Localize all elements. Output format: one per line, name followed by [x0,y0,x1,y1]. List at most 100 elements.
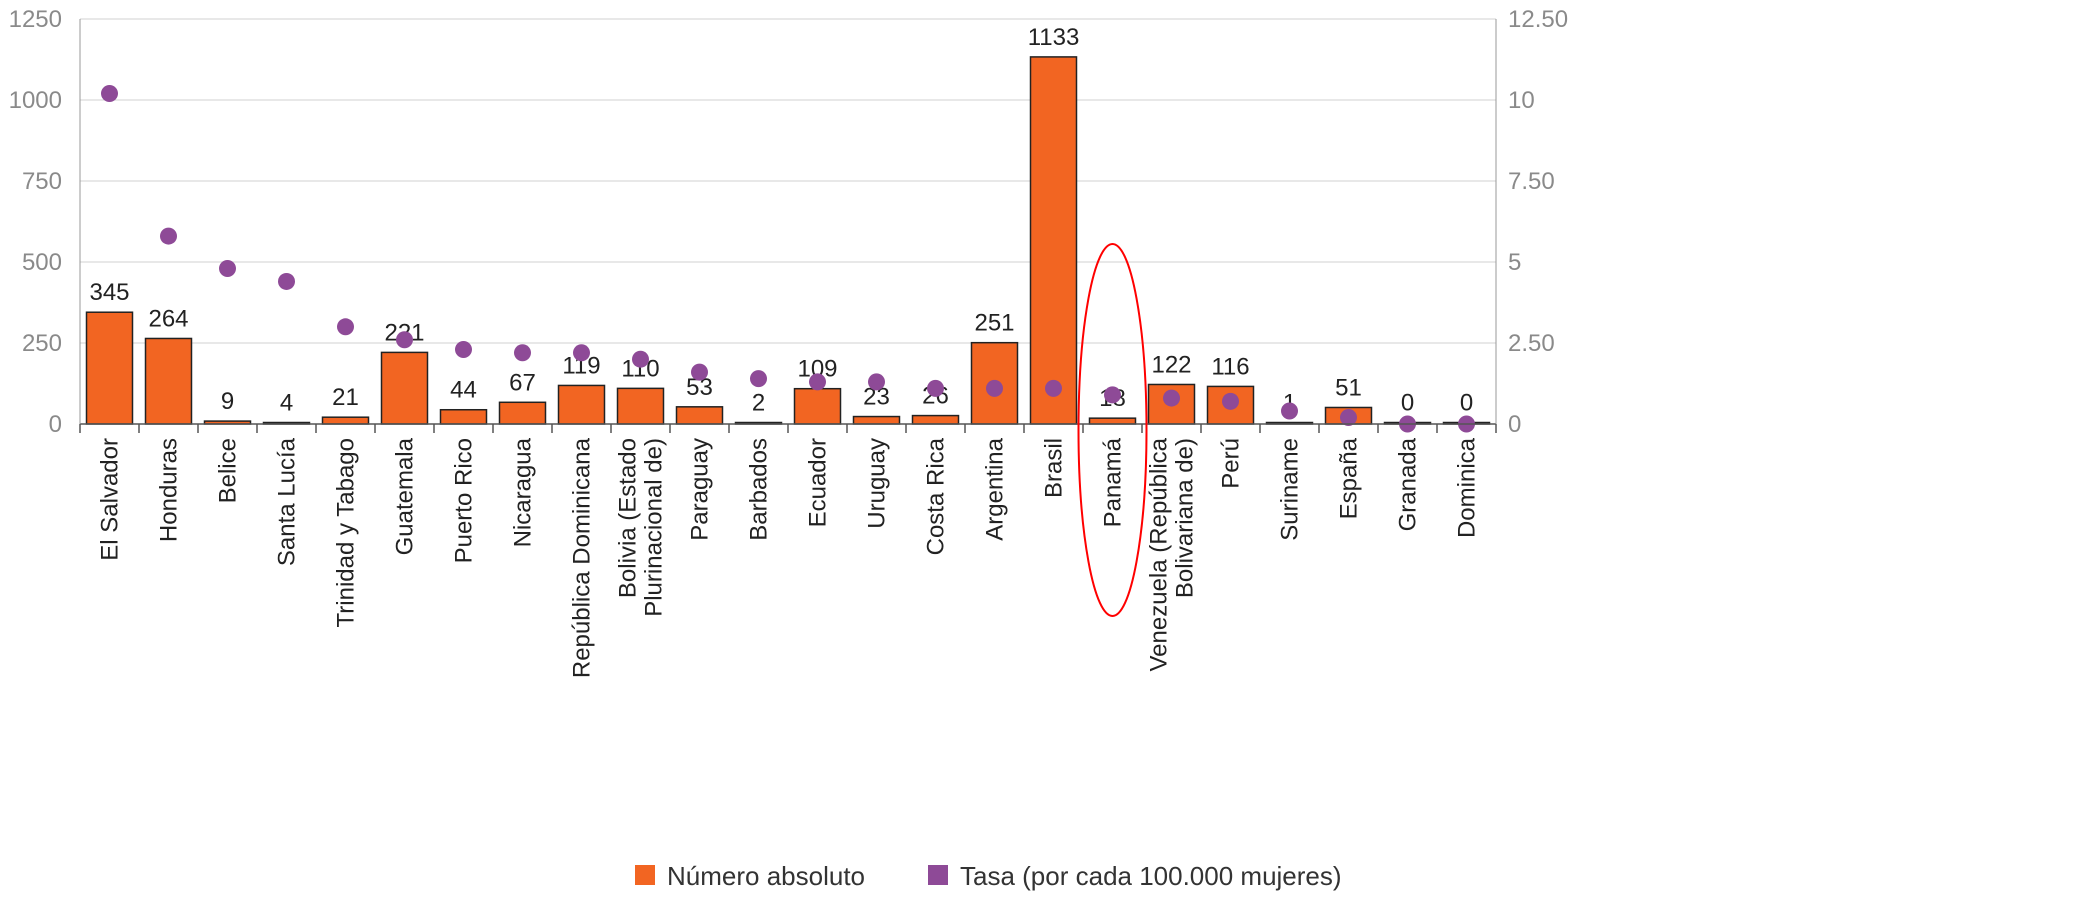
category-label-nicaragua: Nicaragua [510,437,537,547]
category-labels: El Salvador Honduras Belice Santa Lucía Trin… [97,437,1481,678]
bar-bolivia-estado-plurinacional-de [616,387,665,425]
category-label-brasil: Brasil [1041,438,1068,498]
bar-data-label: 122 [1151,351,1191,378]
point-trinidad-y-tabago [337,318,354,336]
point-suriname [1281,402,1298,420]
highlight-ellipse [1077,243,1148,617]
category-label-espana: España [1336,437,1363,519]
category-label-barbados: Barbados [746,438,773,541]
category-label-dominica: Dominica [1454,437,1481,538]
scatter-series [101,85,1475,433]
point-ecuador [809,373,826,391]
point-el-salvador [101,85,118,103]
point-venezuela-republica-bolivariana-de [1163,389,1180,407]
category-label-suriname: Suriname [1277,438,1304,541]
legend-label-tasa: Tasa (por cada 100.000 mujeres) [960,861,1342,891]
gridlines [80,18,1496,344]
left-tick-label: 250 [22,330,62,357]
category-label-guatemala: Guatemala [392,437,419,555]
point-belice [219,259,236,277]
point-costa-rica [927,379,944,397]
bar-data-label: 51 [1335,374,1362,401]
left-tick-label: 500 [22,249,62,276]
bar-data-label: 345 [89,279,129,306]
point-argentina [986,379,1003,397]
bar-puerto-rico [439,408,488,425]
left-axis-tick-labels: 0 250 500 750 1000 1250 [9,6,62,438]
bar-data-label: 116 [1211,353,1249,380]
bar-data-labels: 3452649421221446711911053210923262511133… [89,24,1473,417]
bar-ecuador [793,387,842,425]
category-label-belice: Belice [215,438,242,503]
legend: Número absoluto Tasa (por cada 100.000 m… [635,861,1342,891]
right-tick-label: 7.50 [1508,168,1555,195]
bar-uruguay [852,415,901,425]
bar-data-label: 0 [1460,390,1473,417]
point-puerto-rico [455,340,472,358]
category-label-venezuela-republica-bolivariana-de: Venezuela (RepúblicaBolivariana de) [1146,437,1199,671]
right-tick-label: 2.50 [1508,330,1555,357]
point-nicaragua [514,344,531,362]
bar-honduras [144,337,193,425]
bar-data-label: 9 [221,388,234,415]
left-tick-label: 750 [22,168,62,195]
right-axis-tick-labels: 0 2.50 5 7.50 10 12.50 [1508,6,1568,438]
category-label-ecuador: Ecuador [805,438,832,527]
right-tick-label: 10 [1508,87,1535,114]
category-label-paraguay: Paraguay [687,438,714,541]
legend-swatch-numero-absoluto [635,865,655,885]
left-tick-label: 0 [49,411,62,438]
bar-guatemala [380,351,429,425]
bar-data-label: 44 [450,377,477,404]
category-label-bolivia-estado-plurinacional-de: Bolivia (EstadoPlurinacional de) [615,438,668,617]
category-label-honduras: Honduras [156,438,183,542]
category-label-puerto-rico: Puerto Rico [451,438,478,563]
bar-data-label: 21 [332,384,359,411]
category-label-el-salvador: El Salvador [97,438,124,561]
category-label-granada: Granada [1395,437,1422,531]
point-santa-lucia [278,272,295,290]
point-brasil [1045,379,1062,397]
highlight-annotation [1077,243,1148,617]
axes [79,19,1497,433]
legend-swatch-tasa [928,865,948,885]
bar-series [85,56,1491,425]
point-barbados [750,370,767,388]
right-tick-label: 0 [1508,411,1521,438]
point-republica-dominicana [573,344,590,362]
point-bolivia-estado-plurinacional-de [632,350,649,368]
legend-label-numero-absoluto: Número absoluto [667,861,865,891]
bar-trinidad-y-tabago [321,416,370,425]
bar-data-label: 1133 [1028,24,1080,51]
category-label-republica-dominicana: República Dominicana [569,437,596,678]
bar-el-salvador [85,311,134,425]
point-uruguay [868,373,885,391]
point-panama [1104,386,1121,404]
point-espana [1340,409,1357,427]
point-honduras [160,227,177,245]
bar-data-label: 0 [1401,390,1414,417]
bar-brasil [1029,56,1078,425]
point-paraguay [691,363,708,381]
bar-nicaragua [498,401,547,425]
bar-data-label: 251 [974,310,1014,337]
right-tick-label: 5 [1508,249,1521,276]
category-label-trinidad-y-tabago: Trinidad y Tabago [333,438,360,627]
bar-panama [1088,417,1137,425]
bar-data-label: 264 [148,305,188,332]
category-label-argentina: Argentina [982,437,1009,540]
category-label-santa-lucia: Santa Lucía [274,437,301,566]
bar-data-label: 4 [280,390,293,417]
category-label-peru: Perú [1218,438,1245,489]
category-label-panama: Panamá [1100,437,1127,527]
category-label-uruguay: Uruguay [864,438,891,529]
point-guatemala [396,331,413,349]
bar-costa-rica [911,414,960,425]
point-peru [1222,392,1239,410]
bar-republica-dominicana [557,384,606,425]
left-tick-label: 1250 [9,6,62,33]
bar-data-label: 67 [509,369,536,396]
bar-data-label: 2 [752,390,765,417]
bar-paraguay [675,406,724,425]
